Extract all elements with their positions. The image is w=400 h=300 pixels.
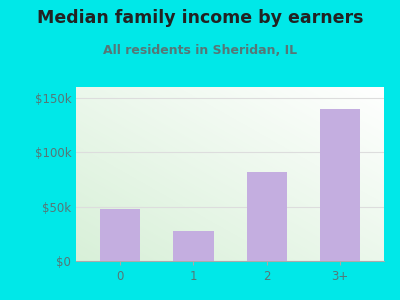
Bar	[246, 172, 287, 261]
Bar	[100, 209, 140, 261]
Bar	[320, 109, 360, 261]
Bar	[173, 230, 214, 261]
Text: All residents in Sheridan, IL: All residents in Sheridan, IL	[103, 44, 297, 56]
Text: Median family income by earners: Median family income by earners	[37, 9, 363, 27]
